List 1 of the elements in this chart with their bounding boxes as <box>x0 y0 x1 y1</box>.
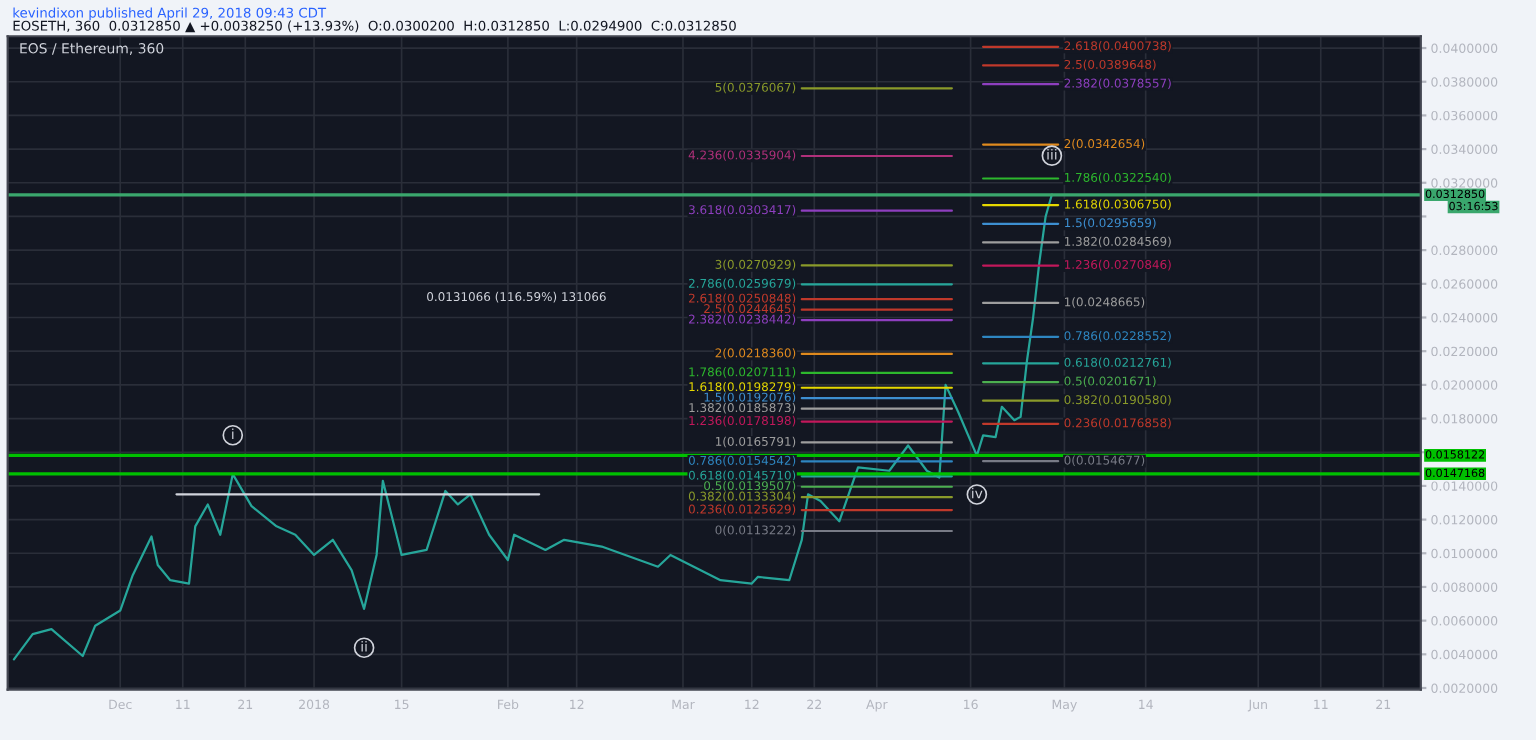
line-series <box>12 193 1053 661</box>
